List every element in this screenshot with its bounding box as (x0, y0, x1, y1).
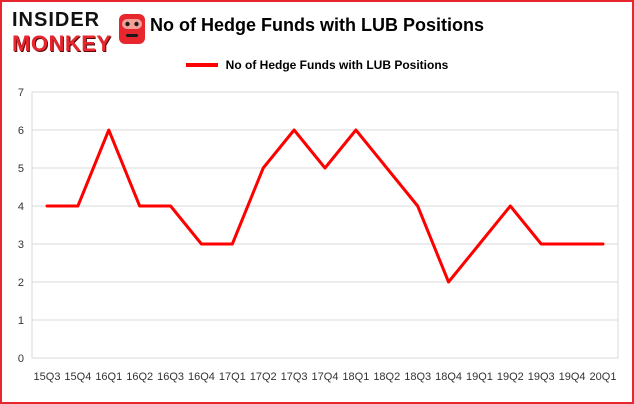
x-tick-label: 17Q4 (312, 371, 339, 383)
logo-monkey-text: MONKEY (12, 31, 112, 56)
x-tick-label: 19Q1 (466, 371, 493, 383)
chart-title: No of Hedge Funds with LUB Positions (150, 15, 484, 35)
x-tick-label: 19Q2 (497, 371, 524, 383)
y-tick-label: 2 (18, 277, 24, 289)
x-tick-label: 15Q3 (34, 371, 61, 383)
x-tick-label: 19Q3 (528, 371, 555, 383)
logo-insider-text: INSIDER (12, 9, 101, 31)
insider-monkey-logo: INSIDER MONKEY (12, 10, 146, 55)
legend-label: No of Hedge Funds with LUB Positions (225, 58, 449, 72)
logo-text: INSIDER MONKEY (12, 10, 112, 55)
x-tick-label: 18Q2 (373, 371, 400, 383)
x-tick-label: 18Q1 (342, 371, 369, 383)
x-tick-label: 18Q4 (435, 371, 462, 383)
y-tick-label: 1 (18, 315, 24, 327)
series-line (45, 128, 605, 284)
x-tick-label: 16Q4 (188, 371, 215, 383)
chart-legend: No of Hedge Funds with LUB Positions (2, 58, 632, 72)
x-tick-label: 19Q4 (559, 371, 586, 383)
y-tick-label: 4 (18, 201, 24, 213)
x-tick-label: 16Q2 (126, 371, 153, 383)
y-tick-label: 0 (18, 353, 24, 365)
x-tick-label: 16Q3 (157, 371, 184, 383)
x-tick-label: 17Q1 (219, 371, 246, 383)
x-tick-label: 17Q3 (281, 371, 308, 383)
y-tick-label: 6 (18, 125, 24, 137)
x-tick-label: 18Q3 (404, 371, 431, 383)
legend-line-swatch (185, 63, 218, 67)
y-tick-label: 7 (18, 87, 24, 99)
x-tick-label: 17Q2 (250, 371, 277, 383)
x-tick-label: 20Q1 (590, 371, 617, 383)
y-tick-label: 5 (18, 163, 24, 175)
y-tick-label: 3 (18, 239, 24, 251)
x-tick-label: 15Q4 (64, 371, 91, 383)
plot-border (31, 91, 619, 359)
x-tick-label: 16Q1 (95, 371, 122, 383)
monkey-icon (118, 14, 145, 44)
